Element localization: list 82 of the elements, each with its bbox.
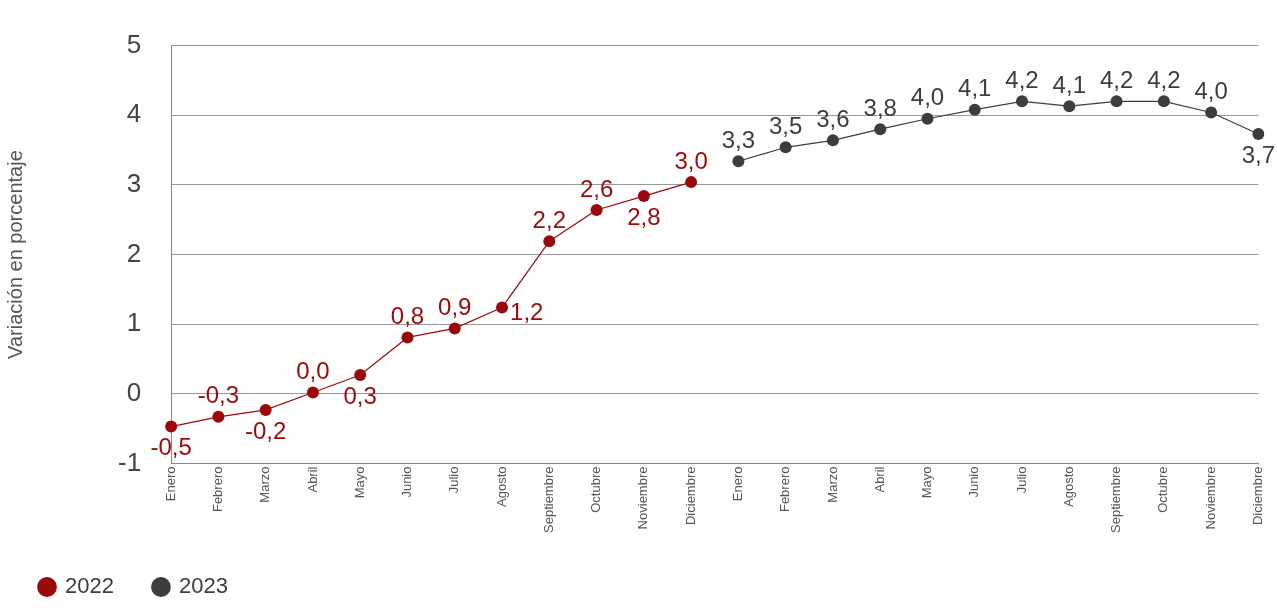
point	[826, 134, 839, 147]
data-label: 4,2	[1147, 65, 1181, 93]
legend-label: 2023	[178, 573, 228, 599]
point	[1016, 95, 1029, 108]
y-tick-label: 2	[126, 237, 142, 268]
point	[779, 141, 792, 154]
x-tick-label: Julio	[446, 466, 462, 494]
point	[1157, 95, 1170, 108]
x-tick-label: Enero	[162, 466, 178, 502]
data-label: 1,2	[510, 298, 544, 326]
x-tick-label: Agosto	[493, 466, 509, 508]
point	[165, 420, 178, 433]
data-label: -0,3	[197, 381, 240, 409]
point	[448, 322, 461, 335]
data-label: 3,0	[674, 146, 708, 174]
x-tick-label: Abril	[871, 466, 887, 493]
point	[212, 410, 225, 423]
point	[1063, 100, 1076, 113]
y-tick-label: 0	[126, 377, 142, 408]
data-label: 2,6	[579, 174, 614, 202]
data-label: 4,1	[1052, 70, 1086, 98]
point	[732, 155, 745, 168]
data-label: 2,8	[627, 202, 661, 230]
y-tick-label: 1	[126, 307, 142, 338]
y-tick-label: 4	[126, 98, 142, 129]
data-label: 4,0	[1194, 77, 1228, 105]
x-tick-label: Marzo	[824, 466, 840, 503]
x-tick-label: Agosto	[1060, 466, 1076, 508]
data-label: -0,5	[150, 433, 192, 461]
point	[685, 176, 698, 189]
data-label: -0,2	[244, 416, 287, 444]
point	[401, 331, 414, 344]
y-tick-label: 5	[126, 28, 142, 59]
data-label: 3,3	[721, 125, 756, 153]
point	[543, 235, 556, 248]
data-label: 4,0	[910, 83, 945, 111]
x-tick-label: Marzo	[257, 466, 273, 503]
point	[874, 123, 887, 136]
point	[1205, 106, 1218, 119]
data-label: 0,8	[390, 302, 425, 330]
y-tick-label: 3	[126, 168, 142, 199]
x-tick-label: Mayo	[351, 466, 367, 499]
y-axis-title: Variación en porcentaje	[3, 150, 26, 359]
x-tick-label: Julio	[1013, 466, 1029, 494]
x-tick-label: Diciembre	[1249, 466, 1265, 526]
point	[354, 369, 367, 382]
point	[637, 190, 650, 203]
point	[921, 112, 934, 125]
data-label: 4,2	[1099, 65, 1134, 93]
x-tick-label: Diciembre	[682, 466, 698, 526]
point	[496, 301, 509, 314]
x-tick-label: Octubre	[588, 466, 604, 513]
legend-label: 2022	[65, 573, 114, 599]
x-tick-label: Abril	[304, 466, 320, 493]
y-tick-label: -1	[117, 446, 142, 477]
data-label: 2,2	[532, 205, 566, 233]
data-label: 3,5	[768, 111, 803, 139]
x-tick-label: Enero	[729, 466, 745, 502]
data-label: 3,7	[1241, 140, 1276, 168]
x-tick-label: Febrero	[209, 466, 225, 513]
point	[259, 403, 272, 416]
x-tick-label: Septiembre	[1108, 466, 1124, 534]
x-tick-label: Septiembre	[540, 466, 556, 534]
x-tick-label: Noviembre	[1202, 466, 1218, 530]
data-label: 0,3	[343, 381, 377, 409]
data-label: 4,1	[958, 74, 992, 102]
point	[590, 203, 603, 216]
x-tick-label: Octubre	[1155, 466, 1171, 513]
data-label: 3,8	[863, 93, 897, 121]
data-label: 0,9	[438, 293, 472, 321]
point	[968, 103, 981, 116]
data-label: 0,0	[296, 357, 330, 385]
data-label: 4,2	[1005, 65, 1039, 93]
point	[306, 386, 319, 399]
x-tick-label: Febrero	[777, 466, 793, 513]
data-label: 3,6	[816, 104, 850, 132]
x-tick-label: Junio	[966, 466, 982, 498]
x-tick-label: Junio	[399, 466, 415, 498]
x-tick-label: Noviembre	[635, 466, 651, 530]
point	[1110, 95, 1123, 108]
point	[1252, 128, 1265, 141]
x-tick-label: Mayo	[919, 466, 935, 499]
